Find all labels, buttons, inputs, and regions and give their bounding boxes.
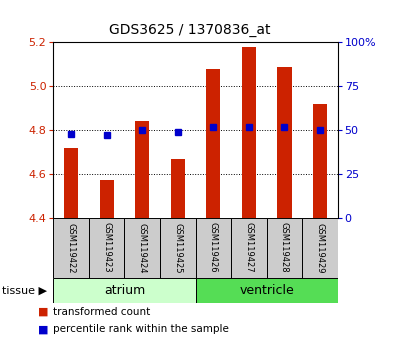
Text: tissue ▶: tissue ▶: [2, 285, 47, 295]
Bar: [313, 104, 327, 218]
Text: GSM119423: GSM119423: [102, 222, 111, 273]
Bar: [196, 218, 231, 278]
Bar: [242, 47, 256, 218]
Text: GSM119424: GSM119424: [138, 223, 147, 273]
Bar: [206, 69, 220, 218]
Bar: [196, 278, 338, 303]
Text: ■: ■: [38, 307, 48, 316]
Bar: [64, 148, 78, 218]
Bar: [53, 218, 89, 278]
Bar: [100, 181, 114, 218]
Bar: [89, 218, 124, 278]
Bar: [277, 67, 292, 218]
Text: GSM119422: GSM119422: [67, 223, 75, 273]
Bar: [135, 121, 149, 218]
Text: percentile rank within the sample: percentile rank within the sample: [53, 324, 229, 334]
Bar: [160, 218, 196, 278]
Bar: [53, 278, 196, 303]
Bar: [171, 159, 185, 218]
Bar: [302, 218, 338, 278]
Bar: [267, 218, 302, 278]
Text: GSM119427: GSM119427: [245, 222, 253, 273]
Text: transformed count: transformed count: [53, 307, 150, 316]
Text: ventricle: ventricle: [239, 284, 294, 297]
Text: GSM119425: GSM119425: [173, 223, 182, 273]
Text: GSM119426: GSM119426: [209, 222, 218, 273]
Text: atrium: atrium: [104, 284, 145, 297]
Text: GSM119429: GSM119429: [316, 223, 324, 273]
Bar: [124, 218, 160, 278]
Text: GSM119428: GSM119428: [280, 222, 289, 273]
Text: GDS3625 / 1370836_at: GDS3625 / 1370836_at: [109, 23, 270, 37]
Bar: [231, 218, 267, 278]
Text: ■: ■: [38, 324, 48, 334]
